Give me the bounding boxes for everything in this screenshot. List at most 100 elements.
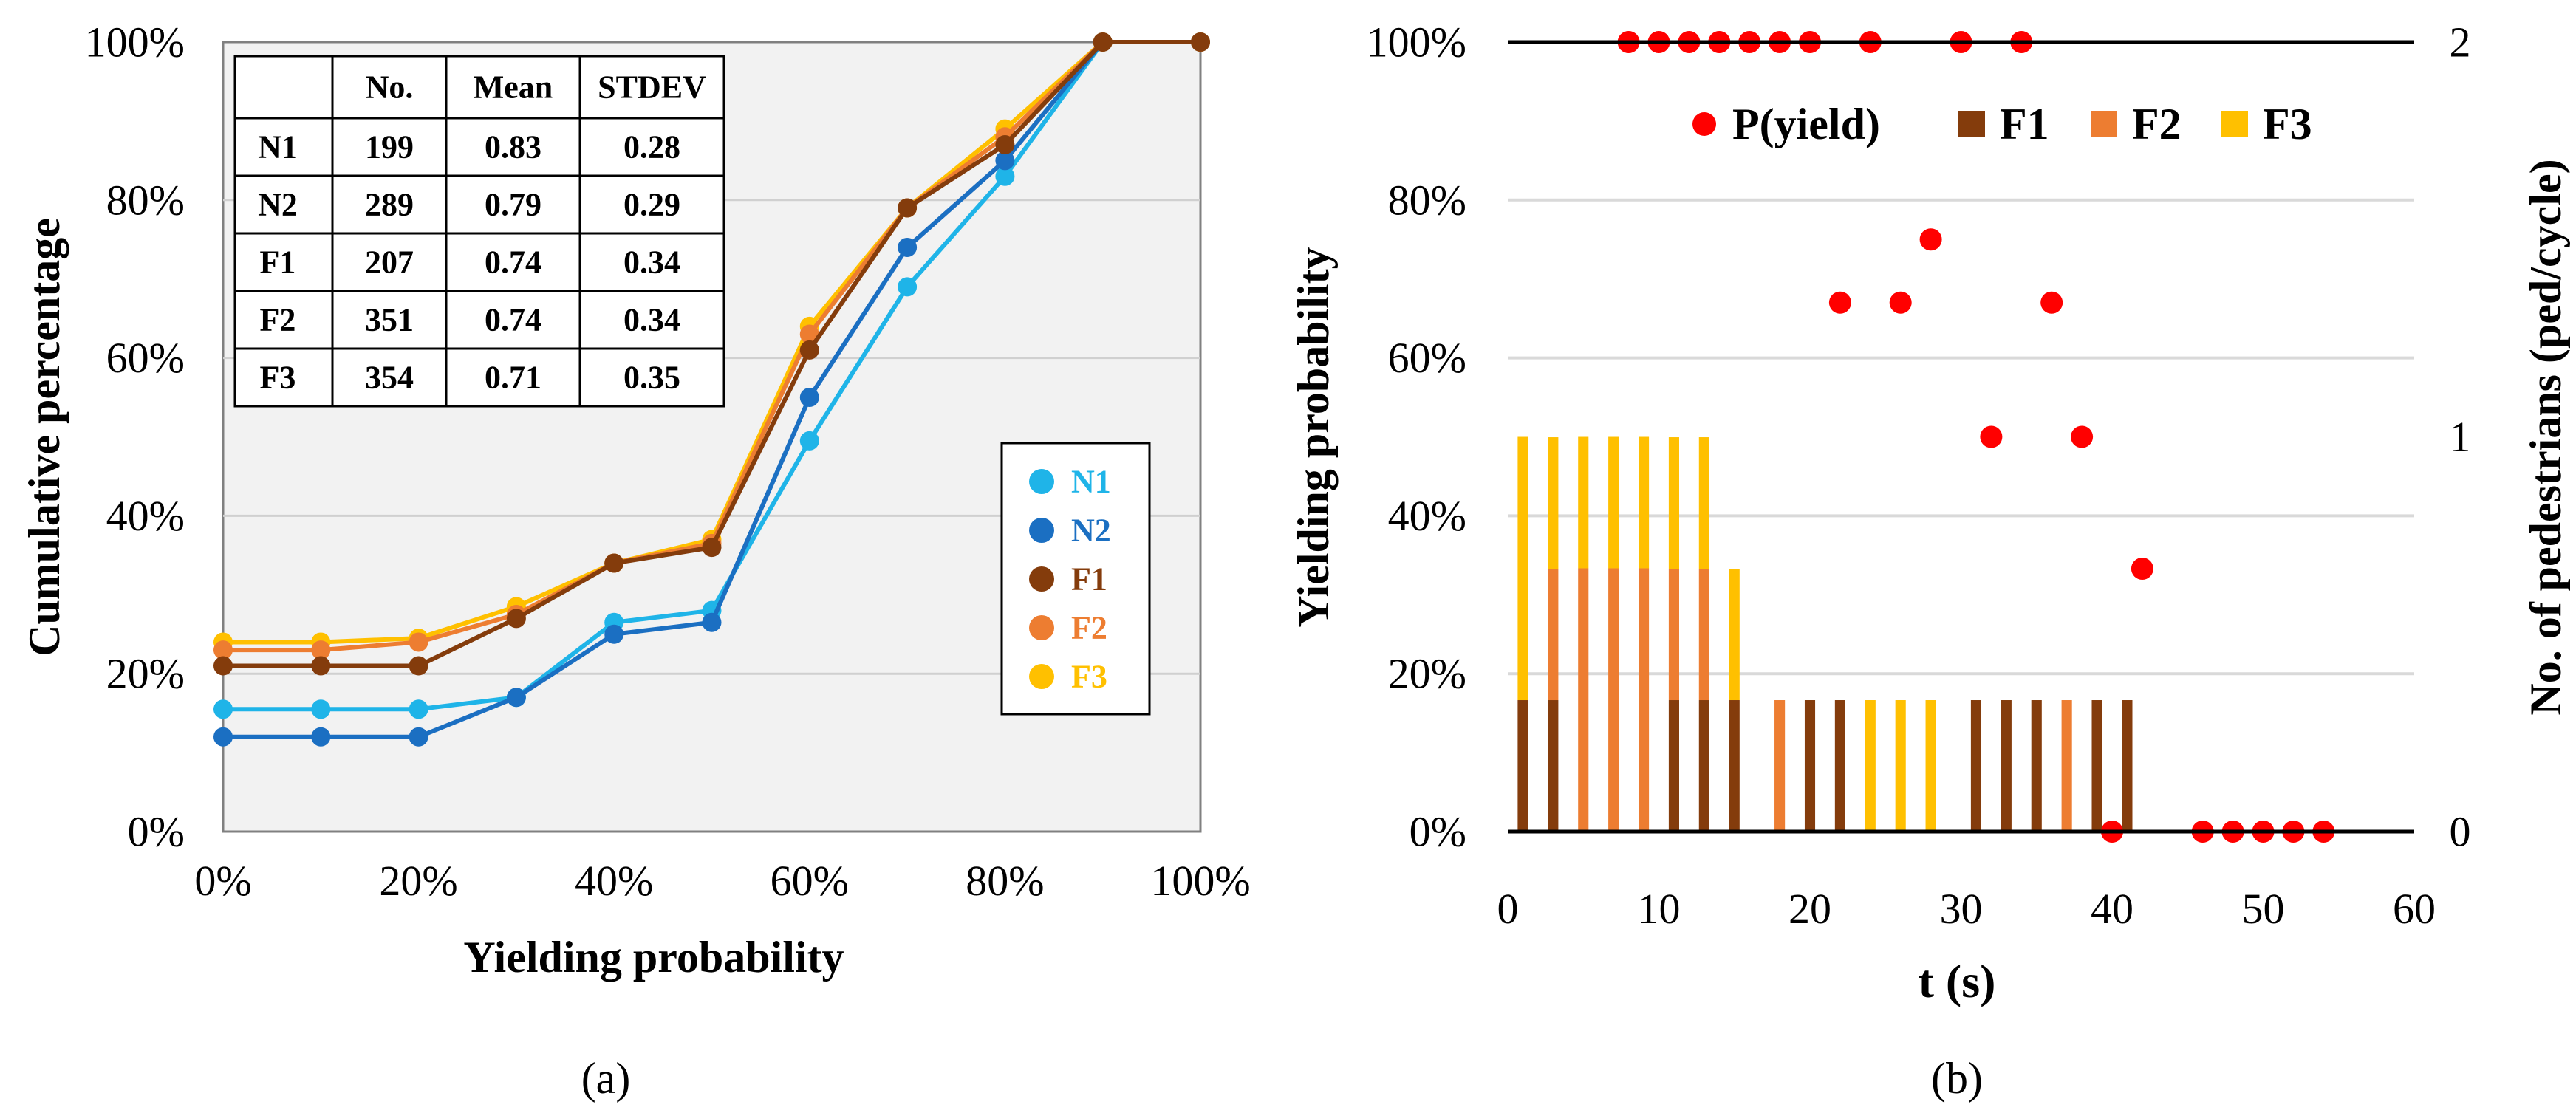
- b-y-right-tick-labels: 0 1 2: [2450, 18, 2471, 856]
- b-x-tick-label: 40: [2091, 885, 2133, 933]
- a-x-tick-label: 0%: [194, 857, 251, 905]
- a-y-tick-label: 100%: [85, 18, 185, 66]
- a-x-axis-label: Yielding probability: [463, 933, 844, 982]
- point-N2: [506, 688, 526, 708]
- table-cell: 0.34: [623, 302, 680, 338]
- legend-marker-F1: [1029, 566, 1054, 592]
- a-y-tick-label: 40%: [106, 492, 185, 540]
- legend-label-N2: N2: [1071, 513, 1111, 549]
- b-gridlines: [1508, 198, 2414, 676]
- legend-marker-N1: [1029, 469, 1054, 494]
- point-N2: [604, 624, 624, 644]
- point-F2: [311, 640, 331, 660]
- point-F1: [898, 198, 918, 218]
- table-cell: 0.74: [485, 244, 541, 281]
- legend-label-f2: F2: [2132, 100, 2182, 148]
- b-bar-group: [1517, 436, 2133, 832]
- bar-F1: [1970, 700, 1982, 832]
- bar-F3: [1668, 437, 1680, 569]
- bar-F1: [1729, 700, 1740, 832]
- bar-F3: [1698, 437, 1709, 569]
- table-cell: 351: [365, 302, 414, 338]
- a-legend-box: [1000, 442, 1151, 716]
- point-N2: [898, 237, 918, 257]
- b-x-tick-label: 20: [1788, 885, 1831, 933]
- point-N2: [799, 388, 819, 408]
- b-x-tick-labels: 0 10 20 30 40 50 60: [1497, 885, 2436, 933]
- bar-F1: [2001, 700, 2012, 832]
- a-y-tick-labels: 0% 20% 40% 60% 80% 100%: [85, 18, 185, 856]
- table-header-cell: STDEV: [598, 69, 706, 106]
- b-frame: [1508, 40, 2414, 834]
- bar-F1: [1668, 700, 1680, 832]
- point-p-yield: [2131, 558, 2153, 581]
- point-p-yield: [1980, 425, 2003, 448]
- bar-F3: [1548, 437, 1559, 569]
- bar-F2: [1774, 700, 1786, 832]
- b-y-tick-label: 60%: [1388, 334, 1466, 382]
- bar-F2: [2061, 700, 2072, 832]
- b-y-tick-label: 100%: [1367, 18, 1466, 66]
- b-legend: P(yield) F1 F2 F3: [1692, 100, 2312, 148]
- b-y-right-tick-label: 2: [2450, 18, 2471, 66]
- b-x-tick-label: 0: [1497, 885, 1519, 933]
- summary-table: No. Mean STDEV N1 199 0.83 0.28 N2 289 0.79 0.29 F1…: [233, 55, 725, 408]
- series-F1: [213, 32, 1210, 676]
- bar-F1: [1548, 700, 1559, 832]
- legend-label-f3: F3: [2263, 100, 2312, 148]
- point-N2: [311, 727, 331, 747]
- table-cell: 0.29: [623, 187, 680, 223]
- point-F1: [604, 553, 624, 573]
- bar-F2: [1578, 568, 1589, 832]
- table-cell: 0.83: [485, 129, 541, 165]
- point-N1: [799, 431, 819, 451]
- b-x-axis-label: t (s): [1919, 955, 1996, 1007]
- point-N1: [311, 699, 331, 719]
- b-x-tick-label: 60: [2393, 885, 2436, 933]
- table-cell: 0.34: [623, 244, 680, 281]
- table-cell: 354: [365, 360, 414, 396]
- legend-marker-F1: [1958, 111, 1985, 137]
- bar-F1: [1517, 700, 1528, 832]
- b-x-tick-label: 50: [2242, 885, 2285, 933]
- a-series-group: [213, 32, 1210, 747]
- b-y-axis-label: Yielding probability: [1289, 247, 1338, 627]
- bar-F3: [1925, 700, 1936, 832]
- bar-F1: [2122, 700, 2133, 832]
- table-cell: 289: [365, 187, 414, 223]
- point-N1: [995, 166, 1015, 186]
- a-x-tick-label: 20%: [379, 857, 457, 905]
- bar-F2: [1548, 569, 1559, 701]
- b-y-tick-label: 20%: [1388, 650, 1466, 698]
- point-F2: [799, 324, 819, 344]
- bar-F3: [1895, 700, 1906, 832]
- bar-F3: [1729, 569, 1740, 701]
- table-cell: 0.71: [485, 360, 541, 396]
- point-F2: [213, 640, 233, 660]
- panel-a: 0% 20% 40% 60% 80% 100% 0% 20% 40% 60% 80% 100% Cu…: [20, 18, 1251, 1103]
- table-cell: 0.74: [485, 302, 541, 338]
- point-N2: [409, 727, 428, 747]
- point-p-yield: [2071, 425, 2094, 448]
- legend-label-F3: F3: [1071, 659, 1107, 695]
- a-legend: N1 N2 F1 F2 F3: [1029, 464, 1111, 695]
- legend-marker-F2: [2091, 111, 2117, 137]
- table-cell: 0.28: [623, 129, 680, 165]
- b-y-right-tick-label: 1: [2450, 413, 2471, 461]
- a-y-tick-label: 0%: [128, 808, 185, 856]
- point-N1: [213, 699, 233, 719]
- legend-label-f1: F1: [2000, 100, 2049, 148]
- table-header-cell: Mean: [474, 69, 553, 106]
- legend-marker-F2: [1029, 615, 1054, 640]
- table-frame: [233, 55, 725, 408]
- legend-marker-N2: [1029, 518, 1054, 543]
- b-y-tick-label: 80%: [1388, 176, 1466, 224]
- table-cell: F1: [260, 244, 296, 281]
- table-cell: N2: [258, 187, 298, 223]
- bar-F1: [1834, 700, 1845, 832]
- table-cell: N1: [258, 129, 298, 165]
- a-y-tick-label: 80%: [106, 176, 185, 224]
- b-y-tick-label: 40%: [1388, 492, 1466, 540]
- b-panel-label: (b): [1931, 1054, 1983, 1103]
- point-F1: [1093, 32, 1113, 52]
